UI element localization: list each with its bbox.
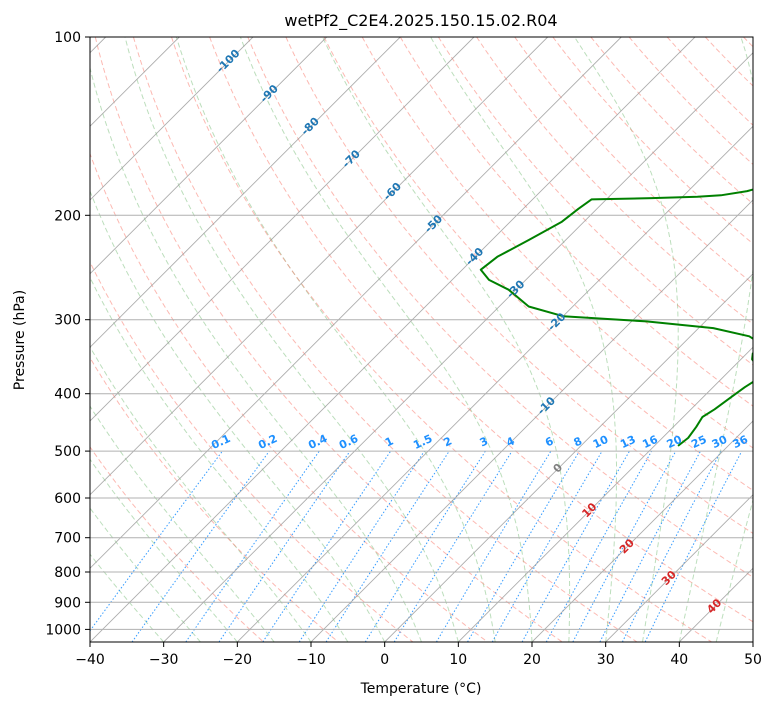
dry-adiabat-line: [323, 37, 753, 491]
moist-adiabat-line: [90, 276, 349, 642]
mixing-ratio-line: [393, 450, 513, 642]
isotherm-line: [90, 37, 549, 496]
axes: −40 −30 −20 −10 0 10 20 30 40 50 100 200 300 400 500 60…: [45, 30, 762, 668]
mixing-ratio-line: [131, 450, 270, 642]
moist-adiabat-line: [90, 458, 238, 642]
x-axis-label: Temperature (°C): [360, 681, 482, 697]
isotherm-line: [90, 37, 622, 569]
isotherm-line: [90, 37, 696, 642]
y-tick-label: 100: [54, 30, 81, 46]
moist-adiabat-line: [678, 37, 753, 642]
dry-adiabat-line: [132, 37, 638, 642]
moist-adiabat-line: [574, 37, 679, 642]
x-tick-label: −30: [149, 652, 179, 668]
skewed-isotherms: [90, 37, 753, 642]
x-tick-label: 50: [744, 652, 762, 668]
dewpoint-profile-line: [479, 188, 753, 447]
x-tick-label: −40: [75, 652, 105, 668]
mixing-ratio-line: [364, 450, 486, 642]
moist-adiabat-line: [322, 37, 571, 642]
mixing-ratio-line: [621, 450, 722, 642]
mixing-ratio-label: 16: [640, 433, 660, 451]
isotherm-line: [236, 125, 753, 642]
y-tick-label: 600: [54, 491, 81, 507]
mixing-ratio-label: 13: [618, 433, 637, 451]
dry-adiabat-line: [247, 37, 753, 578]
mixing-ratio-lines: [90, 450, 743, 642]
isotherm-line: [163, 52, 753, 642]
mixing-ratio-label: 36: [731, 433, 751, 451]
dry-adiabat-line: [171, 37, 712, 642]
x-tick-label: 30: [597, 652, 615, 668]
y-tick-label: 1000: [45, 622, 81, 638]
mixing-ratio-label: 10: [591, 433, 611, 451]
mixing-ratio-line: [262, 450, 392, 642]
mixing-ratio-line: [599, 450, 701, 642]
dry-adiabat-line: [90, 446, 264, 642]
dry-adiabat-line: [285, 37, 753, 535]
y-tick-label: 400: [54, 387, 81, 403]
dry-adiabat-line: [399, 37, 753, 407]
mixing-ratio-label: 30: [710, 433, 730, 451]
moist-adiabat-line: [430, 37, 617, 642]
isotherm-line: [90, 37, 475, 422]
plot-frame: [89, 36, 754, 643]
moist-adiabat-line: [124, 37, 459, 642]
mixing-ratio-line: [644, 450, 743, 642]
mixing-ratio-label: 25: [689, 433, 708, 451]
isotherm-line: [90, 37, 328, 275]
mixing-ratio-line: [218, 450, 351, 642]
x-tick-label: 0: [380, 652, 389, 668]
moist-adiabat-line: [90, 405, 275, 642]
dry-adiabat-line: [437, 37, 753, 366]
y-tick-label: 500: [54, 444, 81, 460]
dry-adiabat-line: [94, 37, 563, 642]
moist-adiabat-line: [239, 37, 533, 642]
plot-area: 0.1 0.2 0.4 0.6 1 1.5 2 3 4 6 8 10 13 16 20 25 30 36-100-…: [90, 37, 753, 642]
dry-adiabat-line: [90, 260, 414, 642]
dry-adiabat-line: [476, 37, 753, 325]
mixing-ratio-line: [185, 450, 320, 642]
chart-title: wetPf2_C2E4.2025.150.15.02.R04: [284, 11, 557, 31]
mixing-ratio-line: [521, 450, 630, 642]
dry-adiabats: [90, 37, 753, 642]
mixing-ratio-line: [325, 450, 450, 642]
x-tick-label: 40: [670, 652, 688, 668]
y-tick-label: 700: [54, 531, 81, 547]
isotherm-line: [531, 420, 753, 642]
x-tick-label: −10: [296, 652, 326, 668]
isobar-grid: [90, 37, 753, 630]
isotherm-line: [90, 37, 254, 201]
mixing-ratio-line: [435, 450, 552, 642]
x-tick-label: 10: [449, 652, 467, 668]
mixing-ratio-label: 20: [665, 433, 685, 451]
isotherm-line: [605, 494, 753, 642]
isotherm-line: [384, 273, 753, 642]
isotherm-line: [310, 199, 753, 642]
sounding-profiles: [479, 188, 753, 447]
dry-adiabat-line: [514, 37, 753, 285]
dry-adiabat-line: [90, 152, 488, 642]
mixing-ratio-line: [572, 450, 677, 642]
moist-adiabat-line: [715, 498, 753, 642]
x-tick-label: 20: [523, 652, 541, 668]
isotherm-line: [90, 37, 401, 348]
y-tick-label: 900: [54, 595, 81, 611]
isotherm-line: [457, 346, 753, 642]
y-axis-label: Pressure (hPa): [12, 290, 28, 390]
y-tick-label: 800: [54, 565, 81, 581]
y-tick-label: 300: [54, 313, 81, 329]
mixing-ratio-line: [90, 450, 223, 632]
x-tick-label: −20: [223, 652, 253, 668]
dry-adiabat-line: [209, 37, 753, 623]
moist-adiabat-line: [90, 65, 422, 642]
mixing-ratio-line: [298, 450, 425, 642]
mixing-ratio-line: [545, 450, 653, 642]
y-tick-label: 200: [54, 208, 81, 224]
